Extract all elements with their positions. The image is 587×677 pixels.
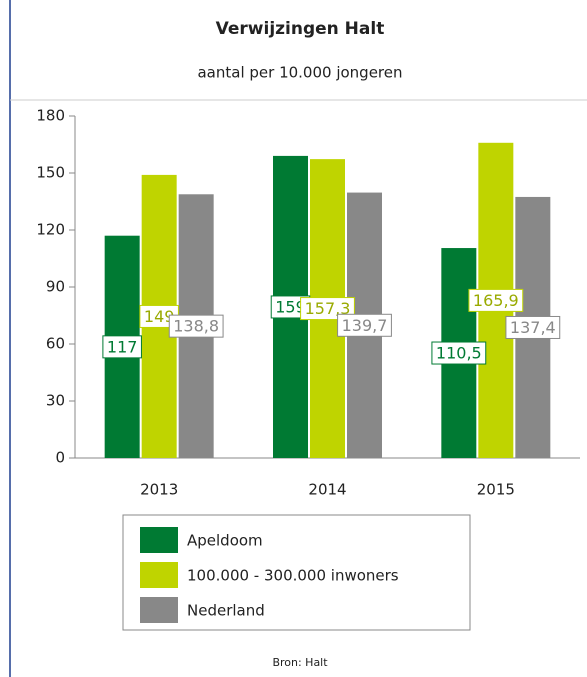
y-tick-label: 120 [36, 221, 65, 239]
data-label-box [431, 341, 487, 365]
legend-swatch [140, 562, 178, 588]
legend [122, 514, 471, 631]
data-label: 149 [144, 307, 175, 326]
data-label-box [337, 313, 392, 337]
legend-label: Apeldoom [187, 532, 263, 550]
data-label: 139,7 [342, 316, 388, 335]
data-label-box [102, 335, 142, 359]
data-label: 117 [107, 337, 138, 356]
x-tick-label: 2015 [477, 481, 515, 499]
y-tick-label: 0 [55, 449, 65, 467]
data-label: 157,3 [305, 299, 351, 318]
data-label: 159 [275, 297, 306, 316]
y-tick-label: 180 [36, 107, 65, 125]
y-tick-label: 60 [46, 335, 65, 353]
legend-swatch [140, 597, 178, 623]
data-label: 138,8 [173, 317, 219, 336]
chart-subtitle: aantal per 10.000 jongeren [197, 64, 402, 82]
legend-label: 100.000 - 300.000 inwoners [187, 567, 399, 585]
y-tick-label: 150 [36, 164, 65, 182]
x-tick-label: 2013 [140, 481, 178, 499]
y-tick-label: 90 [46, 278, 65, 296]
data-label-box [468, 288, 524, 312]
x-tick-label: 2014 [308, 481, 346, 499]
data-label: 165,9 [473, 291, 519, 310]
data-label-box [505, 315, 561, 339]
data-label: 110,5 [436, 344, 482, 363]
data-label: 137,4 [510, 318, 556, 337]
data-label-box [168, 314, 224, 338]
legend-swatch [140, 527, 178, 553]
y-tick-label: 30 [46, 392, 65, 410]
source: Bron: Halt [272, 656, 328, 669]
legend-label: Nederland [187, 602, 265, 620]
chart-title: Verwijzingen Halt [216, 19, 385, 39]
